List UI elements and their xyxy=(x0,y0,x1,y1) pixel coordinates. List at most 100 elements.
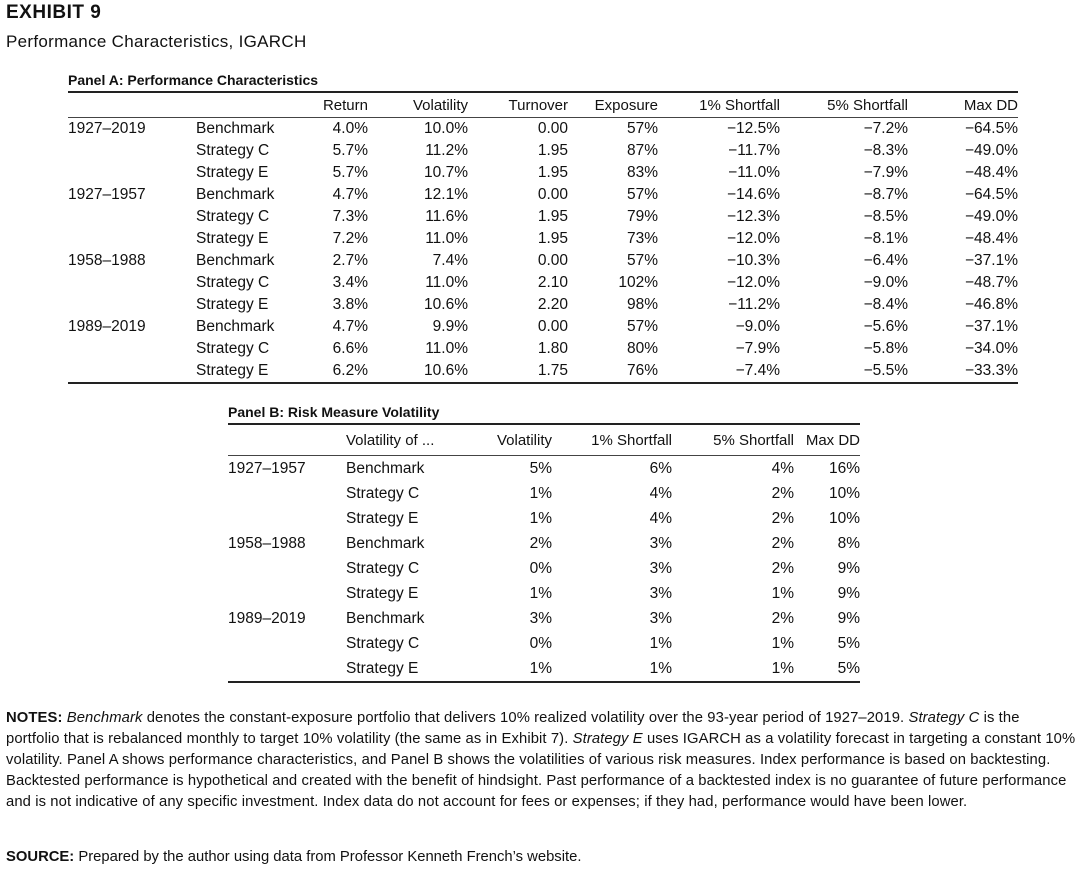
panel-b-cell-volatility: 3% xyxy=(529,609,552,627)
panel-b-cell-max-dd: 10% xyxy=(828,509,860,527)
panel-a-cell-max-dd: −33.3% xyxy=(908,360,1018,384)
notes-benchmark-term: Benchmark xyxy=(66,710,143,726)
panel-b-cell-max-dd: 10% xyxy=(828,484,860,502)
panel-b-cell-volatility: 2% xyxy=(529,534,552,552)
panel-b-table: Volatility of ... Volatility 1% Shortfal… xyxy=(228,425,860,683)
panel-a-cell-max-dd: −48.4% xyxy=(964,164,1018,181)
panel-a-cell-exposure: 57% xyxy=(626,318,658,335)
table-row: Strategy C 6.6% 11.0% 1.80 80% −7.9% −5.8% −34.… xyxy=(68,338,1018,360)
panel-a-cell-strategy: Strategy E xyxy=(196,296,269,313)
panel-a-header-shortfall-5: 5% Shortfall xyxy=(780,93,908,118)
exhibit-label: EXHIBIT 9 xyxy=(6,2,102,23)
panel-b-cell-max-dd: 9% xyxy=(837,584,860,602)
panel-a-cell-period xyxy=(68,140,196,162)
panel-a-cell-period xyxy=(68,294,196,316)
panel-a-cell-shortfall-5: −9.0% xyxy=(863,274,908,291)
panel-a-cell-shortfall-5: −7.2% xyxy=(863,120,908,137)
panel-a-cell-shortfall-1: −7.9% xyxy=(735,340,780,357)
table-row: Strategy C 0% 1% 1% 5% xyxy=(228,631,860,656)
panel-a-cell-max-dd: −48.7% xyxy=(964,274,1018,291)
table-row: Strategy C 5.7% 11.2% 1.95 87% −11.7% −8.3% −49… xyxy=(68,140,1018,162)
panel-b: Panel B: Risk Measure Volatility Volatil… xyxy=(228,404,860,683)
panel-a-table: Return Volatility Turnover Exposure 1% S… xyxy=(68,93,1018,384)
panel-b-cell-shortfall-1: 1% xyxy=(649,634,672,652)
panel-b-cell-volatility-of: Benchmark xyxy=(346,609,425,627)
source-text: Prepared by the author using data from P… xyxy=(74,849,582,865)
table-row: 1989–2019 Benchmark 3% 3% 2% 9% xyxy=(228,606,860,631)
panel-a-cell-strategy: Strategy E xyxy=(196,230,269,247)
notes-strategy-c-term: Strategy C xyxy=(908,710,980,726)
panel-b-cell-max-dd: 9% xyxy=(837,609,860,627)
panel-b-cell-volatility: 0% xyxy=(529,559,552,577)
panel-a-cell-turnover: 1.95 xyxy=(537,208,568,225)
panel-b-header-volatility: Volatility xyxy=(462,425,552,456)
panel-a-header-period xyxy=(68,93,196,118)
panel-a-cell-shortfall-1: −9.0% xyxy=(735,318,780,335)
panel-a-cell-volatility: 10.6% xyxy=(424,296,468,313)
panel-b-cell-volatility: 1% xyxy=(529,509,552,527)
panel-a-cell-return: 6.6% xyxy=(332,340,368,357)
panel-a-header-row: Return Volatility Turnover Exposure 1% S… xyxy=(68,93,1018,118)
panel-a-cell-volatility: 10.0% xyxy=(424,120,468,137)
panel-a-cell-max-dd: −37.1% xyxy=(964,252,1018,269)
panel-a-cell-max-dd: −49.0% xyxy=(964,142,1018,159)
panel-a-cell-period xyxy=(68,228,196,250)
panel-b-cell-volatility-of: Strategy C xyxy=(346,484,420,502)
panel-a-cell-return: 4.0% xyxy=(332,120,368,137)
panel-a-cell-strategy: Strategy E xyxy=(196,360,316,384)
panel-b-cell-period xyxy=(228,506,346,531)
panel-b-cell-max-dd: 5% xyxy=(794,656,860,683)
panel-a-cell-period xyxy=(68,360,196,384)
panel-a-header-turnover: Turnover xyxy=(468,93,568,118)
panel-b-cell-period xyxy=(228,481,346,506)
panel-a-cell-return: 5.7% xyxy=(332,142,368,159)
panel-a-cell-volatility: 10.7% xyxy=(424,164,468,181)
panel-a-cell-max-dd: −37.1% xyxy=(964,318,1018,335)
panel-a-header-exposure: Exposure xyxy=(568,93,658,118)
notes-label: NOTES: xyxy=(6,710,63,726)
panel-a-cell-shortfall-1: −11.2% xyxy=(728,296,780,313)
source-label: SOURCE: xyxy=(6,849,75,865)
panel-a-cell-return: 2.7% xyxy=(332,252,368,269)
panel-a-cell-exposure: 98% xyxy=(626,296,658,313)
panel-b-cell-max-dd: 5% xyxy=(837,634,860,652)
panel-b-title: Panel B: Risk Measure Volatility xyxy=(228,404,860,425)
table-row: Strategy C 3.4% 11.0% 2.10 102% −12.0% −9.0% −4… xyxy=(68,272,1018,294)
panel-b-cell-period: 1958–1988 xyxy=(228,534,306,552)
panel-a-cell-turnover: 0.00 xyxy=(537,252,568,269)
panel-a-header-return: Return xyxy=(316,93,368,118)
panel-a-cell-max-dd: −64.5% xyxy=(964,186,1018,203)
panel-b-cell-period xyxy=(228,581,346,606)
table-row: Strategy E 1% 4% 2% 10% xyxy=(228,506,860,531)
panel-b-cell-volatility-of: Strategy E xyxy=(346,656,462,683)
panel-b-header-period xyxy=(228,425,346,456)
panel-b-cell-volatility: 5% xyxy=(529,459,552,477)
panel-a-cell-strategy: Strategy C xyxy=(196,208,270,225)
panel-a-cell-max-dd: −34.0% xyxy=(964,340,1018,357)
panel-b-cell-shortfall-5: 1% xyxy=(771,584,794,602)
panel-b-cell-shortfall-5: 4% xyxy=(771,459,794,477)
panel-a-cell-max-dd: −48.4% xyxy=(964,230,1018,247)
panel-a-cell-return: 4.7% xyxy=(332,186,368,203)
panel-a-cell-shortfall-1: −12.0% xyxy=(726,274,780,291)
panel-a-cell-period: 1927–1957 xyxy=(68,186,146,203)
table-row: Strategy C 0% 3% 2% 9% xyxy=(228,556,860,581)
panel-a-cell-strategy: Strategy E xyxy=(196,164,269,181)
panel-a-cell-shortfall-5: −5.5% xyxy=(780,360,908,384)
panel-a-cell-period xyxy=(68,338,196,360)
panel-b-cell-max-dd: 9% xyxy=(837,559,860,577)
panel-a-cell-exposure: 102% xyxy=(618,274,658,291)
panel-a-cell-shortfall-5: −8.4% xyxy=(863,296,908,313)
panel-a-cell-max-dd: −64.5% xyxy=(964,120,1018,137)
table-row: 1958–1988 Benchmark 2.7% 7.4% 0.00 57% −10.3% −… xyxy=(68,250,1018,272)
panel-a-cell-turnover: 2.20 xyxy=(537,296,568,313)
panel-a-cell-shortfall-1: −11.0% xyxy=(728,164,780,181)
panel-a-cell-exposure: 80% xyxy=(626,340,658,357)
panel-a-title: Panel A: Performance Characteristics xyxy=(68,72,1018,93)
panel-b-cell-shortfall-5: 2% xyxy=(771,534,794,552)
panel-a-cell-strategy: Benchmark xyxy=(196,120,275,137)
panel-a-cell-turnover: 0.00 xyxy=(537,120,568,137)
panel-a-cell-strategy: Strategy C xyxy=(196,340,270,357)
panel-a-cell-return: 7.3% xyxy=(332,208,368,225)
panel-a-cell-shortfall-5: −8.5% xyxy=(863,208,908,225)
